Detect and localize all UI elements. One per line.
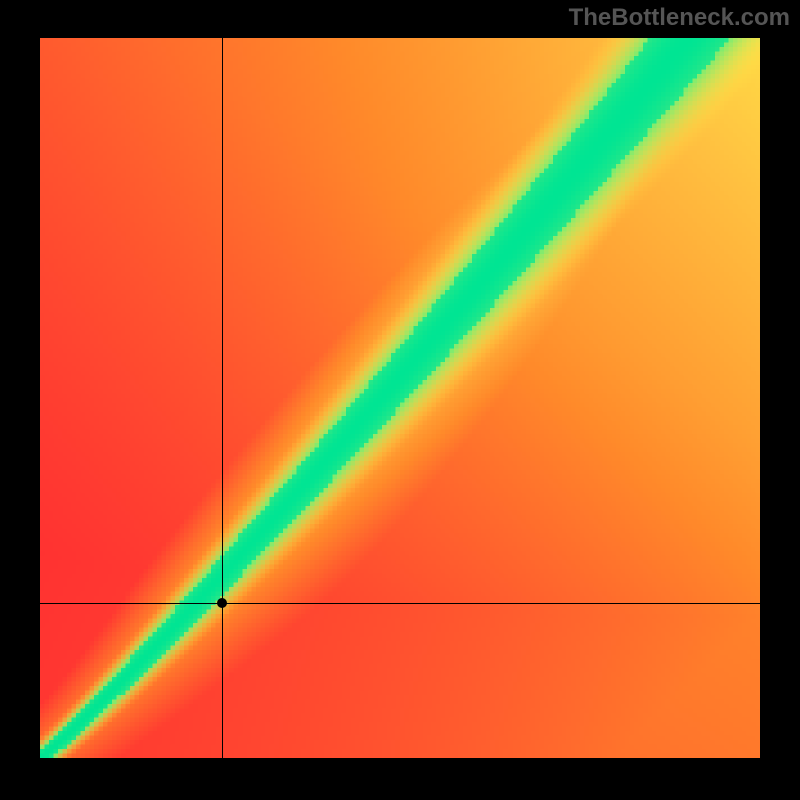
crosshair-vertical <box>222 38 223 758</box>
crosshair-horizontal <box>40 603 760 604</box>
bottleneck-heatmap <box>40 38 760 758</box>
watermark-text: TheBottleneck.com <box>569 4 790 32</box>
